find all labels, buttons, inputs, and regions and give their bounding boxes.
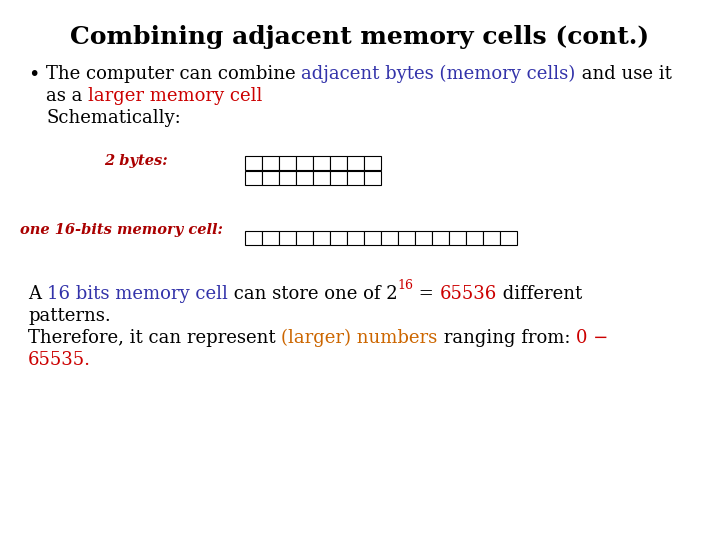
- Bar: [432, 231, 449, 245]
- Bar: [245, 171, 262, 185]
- Bar: [483, 231, 500, 245]
- Bar: [347, 171, 364, 185]
- Text: can store one of 2: can store one of 2: [228, 285, 397, 303]
- Text: 16: 16: [397, 279, 413, 292]
- Text: 16 bits memory cell: 16 bits memory cell: [47, 285, 228, 303]
- Text: as a: as a: [46, 87, 88, 105]
- Text: Schematically:: Schematically:: [46, 109, 181, 127]
- Bar: [500, 231, 517, 245]
- Bar: [449, 231, 466, 245]
- Text: •: •: [28, 65, 40, 84]
- Text: (larger) numbers: (larger) numbers: [282, 329, 438, 347]
- Text: Therefore, it can represent: Therefore, it can represent: [28, 329, 282, 347]
- Bar: [347, 231, 364, 245]
- Text: ranging from:: ranging from:: [438, 329, 576, 347]
- Text: different: different: [497, 285, 582, 303]
- Bar: [364, 156, 381, 170]
- Text: A: A: [28, 285, 47, 303]
- Bar: [415, 231, 432, 245]
- Bar: [313, 156, 330, 170]
- Bar: [245, 231, 262, 245]
- Text: Combining adjacent memory cells (cont.): Combining adjacent memory cells (cont.): [71, 25, 649, 49]
- Text: 2 bytes:: 2 bytes:: [104, 154, 168, 168]
- Bar: [398, 231, 415, 245]
- Text: 65535.: 65535.: [28, 351, 91, 369]
- Bar: [262, 156, 279, 170]
- Bar: [364, 231, 381, 245]
- Text: and use it: and use it: [575, 65, 672, 83]
- Text: patterns.: patterns.: [28, 307, 111, 325]
- Bar: [347, 156, 364, 170]
- Bar: [364, 171, 381, 185]
- Bar: [466, 231, 483, 245]
- Bar: [330, 171, 347, 185]
- Bar: [245, 156, 262, 170]
- Bar: [279, 231, 296, 245]
- Bar: [262, 231, 279, 245]
- Text: larger memory cell: larger memory cell: [88, 87, 263, 105]
- Bar: [296, 156, 313, 170]
- Text: adjacent bytes (memory cells): adjacent bytes (memory cells): [302, 65, 575, 83]
- Bar: [262, 171, 279, 185]
- Bar: [313, 231, 330, 245]
- Text: The computer can combine: The computer can combine: [46, 65, 302, 83]
- Text: 65536: 65536: [440, 285, 497, 303]
- Bar: [381, 231, 398, 245]
- Bar: [279, 171, 296, 185]
- Bar: [330, 231, 347, 245]
- Bar: [279, 156, 296, 170]
- Bar: [330, 156, 347, 170]
- Text: =: =: [413, 285, 440, 303]
- Text: one 16-bits memory cell:: one 16-bits memory cell:: [20, 223, 223, 237]
- Bar: [296, 171, 313, 185]
- Bar: [313, 171, 330, 185]
- Bar: [296, 231, 313, 245]
- Text: 0 −: 0 −: [576, 329, 608, 347]
